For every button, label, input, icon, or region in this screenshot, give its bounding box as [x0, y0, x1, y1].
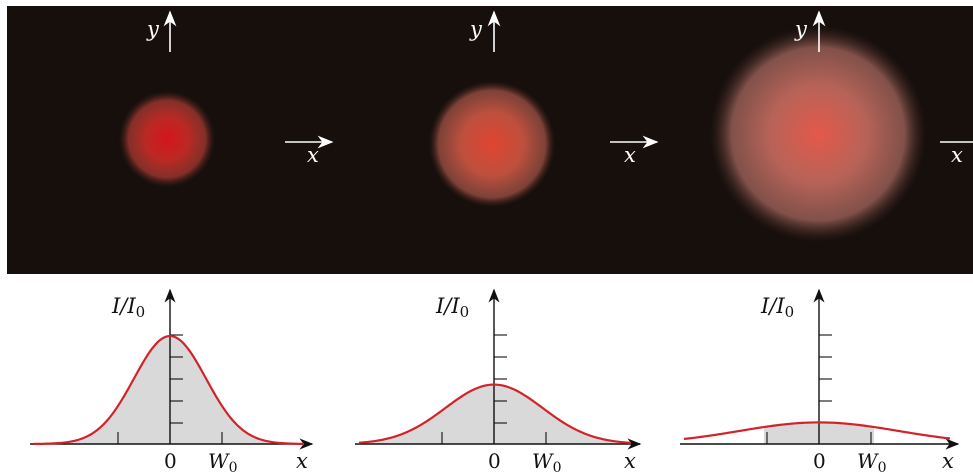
intensity-graphs: I/I0 0 W0 x I/I0 0 W0 x I/I0 0 W0 x: [30, 288, 960, 475]
x-axis-label: x: [624, 449, 636, 473]
beam-photo: y y y x x x: [7, 6, 973, 274]
beam-spot-medium: [429, 81, 555, 207]
x-axis-label: x: [942, 449, 954, 473]
shaded-area: [359, 384, 632, 444]
photo-y-label-3: y: [794, 17, 808, 41]
w0-label: W0: [532, 449, 561, 475]
shaded-area: [34, 336, 304, 444]
photo-x-label-2: x: [624, 143, 636, 167]
gaussian-curve: [683, 421, 951, 441]
photo-y-label-1: y: [146, 17, 160, 41]
photo-y-label-2: y: [469, 17, 483, 41]
y-axis-label: I/I0: [435, 294, 469, 321]
beam-spot-narrow: [119, 91, 215, 187]
gaussian-curve: [358, 383, 632, 444]
photo-x-label-3: x: [951, 143, 963, 167]
x-axis-label: x: [296, 449, 308, 473]
origin-label: 0: [488, 449, 501, 473]
graph-narrow: I/I0 0 W0 x: [30, 288, 314, 475]
origin-label: 0: [813, 449, 826, 473]
photo-x-label-1: x: [307, 143, 319, 167]
graph-medium: I/I0 0 W0 x: [355, 288, 642, 475]
y-axis-label: I/I0: [760, 294, 794, 321]
origin-label: 0: [164, 449, 177, 473]
w0-label: W0: [208, 449, 237, 475]
w0-label: W0: [857, 449, 886, 475]
beam-spot-wide: [710, 26, 926, 242]
y-axis-label: I/I0: [111, 294, 145, 321]
gaussian-curve: [33, 334, 305, 446]
graph-wide: I/I0 0 W0 x: [680, 288, 960, 475]
